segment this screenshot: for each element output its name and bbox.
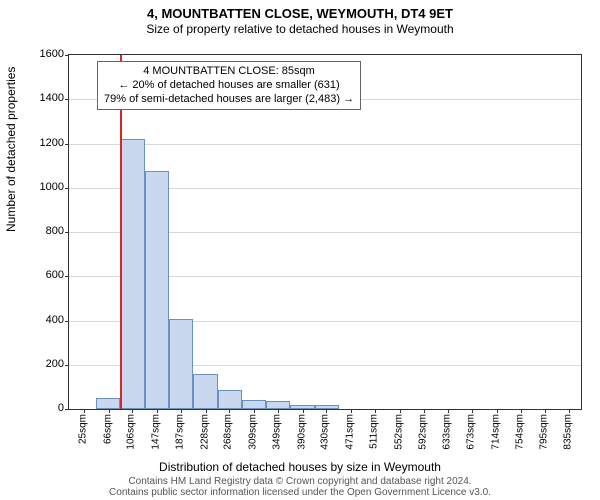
x-tick-label: 511sqm — [369, 414, 380, 449]
plot-area: 4 MOUNTBATTEN CLOSE: 85sqm← 20% of detac… — [68, 54, 582, 410]
y-tick-label: 1200 — [20, 137, 64, 149]
histogram-bar — [242, 400, 266, 409]
chart-wrap: 4, MOUNTBATTEN CLOSE, WEYMOUTH, DT4 9ET … — [0, 0, 600, 500]
y-tick-label: 400 — [20, 314, 64, 326]
histogram-bar — [266, 401, 290, 409]
title-address: 4, MOUNTBATTEN CLOSE, WEYMOUTH, DT4 9ET — [0, 6, 600, 22]
x-tick-label: 471sqm — [345, 414, 356, 450]
annotation-line3: 79% of semi-detached houses are larger (… — [104, 93, 354, 107]
y-tick-label: 1000 — [20, 181, 64, 193]
x-tick-label: 552sqm — [393, 414, 404, 450]
x-tick-label: 795sqm — [539, 414, 550, 450]
y-tick-label: 200 — [20, 358, 64, 370]
x-tick-label: 309sqm — [248, 414, 259, 450]
y-tick-label: 1400 — [20, 92, 64, 104]
footer: Contains HM Land Registry data © Crown c… — [0, 476, 600, 498]
y-tick-label: 0 — [20, 402, 64, 414]
x-tick-label: 430sqm — [320, 414, 331, 450]
footer-line1: Contains HM Land Registry data © Crown c… — [0, 476, 600, 487]
histogram-bar — [169, 319, 193, 409]
title-block: 4, MOUNTBATTEN CLOSE, WEYMOUTH, DT4 9ET … — [0, 0, 600, 36]
annotation-line1: 4 MOUNTBATTEN CLOSE: 85sqm — [104, 65, 354, 79]
x-tick-label: 592sqm — [417, 414, 428, 450]
histogram-bar — [96, 398, 120, 409]
x-axis-label: Distribution of detached houses by size … — [0, 460, 600, 474]
x-tick-label: 349sqm — [271, 414, 282, 450]
x-tick-label: 754sqm — [514, 414, 525, 450]
x-tick-label: 268sqm — [223, 414, 234, 450]
x-tick-label: 835sqm — [563, 414, 574, 450]
histogram-bar — [120, 139, 144, 409]
x-tick-label: 228sqm — [199, 414, 210, 450]
histogram-bar — [218, 390, 242, 409]
x-tick-label: 106sqm — [126, 414, 137, 450]
x-tick-label: 66sqm — [102, 414, 113, 444]
y-axis-label: Number of detached properties — [4, 67, 18, 232]
y-tick-label: 600 — [20, 269, 64, 281]
annotation-line2: ← 20% of detached houses are smaller (63… — [104, 79, 354, 93]
y-tick-label: 1600 — [20, 48, 64, 60]
title-subtitle: Size of property relative to detached ho… — [0, 22, 600, 36]
annotation-box: 4 MOUNTBATTEN CLOSE: 85sqm← 20% of detac… — [97, 61, 361, 110]
x-tick-label: 633sqm — [442, 414, 453, 450]
x-tick-label: 147sqm — [151, 414, 162, 450]
histogram-bar — [145, 171, 169, 409]
x-tick-label: 390sqm — [296, 414, 307, 450]
x-tick-label: 673sqm — [466, 414, 477, 450]
y-tick-label: 800 — [20, 225, 64, 237]
x-tick-label: 187sqm — [174, 414, 185, 450]
x-tick-label: 25sqm — [77, 414, 88, 444]
histogram-bar — [193, 374, 217, 409]
footer-line2: Contains public sector information licen… — [0, 487, 600, 498]
x-tick-label: 714sqm — [490, 414, 501, 450]
